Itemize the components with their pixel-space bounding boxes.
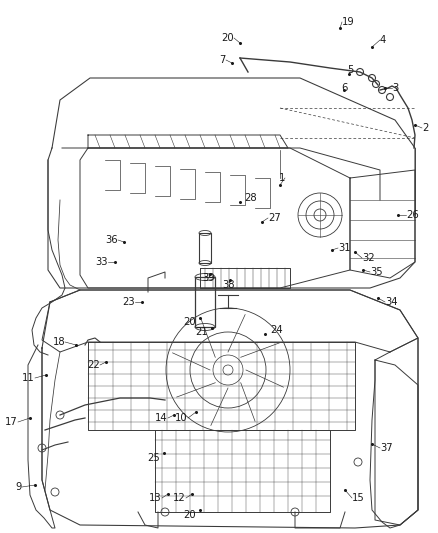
Text: 1: 1 <box>279 173 285 183</box>
Text: 10: 10 <box>175 413 188 423</box>
Text: 20: 20 <box>184 510 196 520</box>
Text: 20: 20 <box>184 317 196 327</box>
Text: 27: 27 <box>268 213 281 223</box>
Text: 36: 36 <box>106 235 118 245</box>
Text: 25: 25 <box>147 453 160 463</box>
Text: 12: 12 <box>173 493 186 503</box>
Text: 24: 24 <box>270 325 283 335</box>
Text: 11: 11 <box>22 373 35 383</box>
Text: 31: 31 <box>338 243 351 253</box>
Text: 18: 18 <box>53 337 65 347</box>
Text: 39: 39 <box>202 273 215 283</box>
Text: 23: 23 <box>122 297 135 307</box>
Text: 37: 37 <box>380 443 392 453</box>
Text: 22: 22 <box>87 360 100 370</box>
Text: 17: 17 <box>5 417 18 427</box>
Text: 2: 2 <box>422 123 428 133</box>
Text: 28: 28 <box>244 193 257 203</box>
Text: 14: 14 <box>155 413 168 423</box>
Text: 3: 3 <box>392 83 398 93</box>
Text: 33: 33 <box>95 257 108 267</box>
Text: 4: 4 <box>380 35 386 45</box>
Text: 6: 6 <box>342 83 348 93</box>
Text: 26: 26 <box>406 210 419 220</box>
Text: 13: 13 <box>149 493 162 503</box>
Text: 9: 9 <box>16 482 22 492</box>
Text: 5: 5 <box>348 65 354 75</box>
Text: 21: 21 <box>195 327 208 337</box>
Text: 35: 35 <box>370 267 383 277</box>
Text: 19: 19 <box>342 17 355 27</box>
Text: 20: 20 <box>221 33 234 43</box>
Bar <box>199 233 211 263</box>
Text: 32: 32 <box>362 253 374 263</box>
Text: 7: 7 <box>219 55 226 65</box>
Bar <box>195 277 215 327</box>
Text: 15: 15 <box>352 493 365 503</box>
Text: 34: 34 <box>385 297 398 307</box>
Text: 38: 38 <box>223 280 235 290</box>
